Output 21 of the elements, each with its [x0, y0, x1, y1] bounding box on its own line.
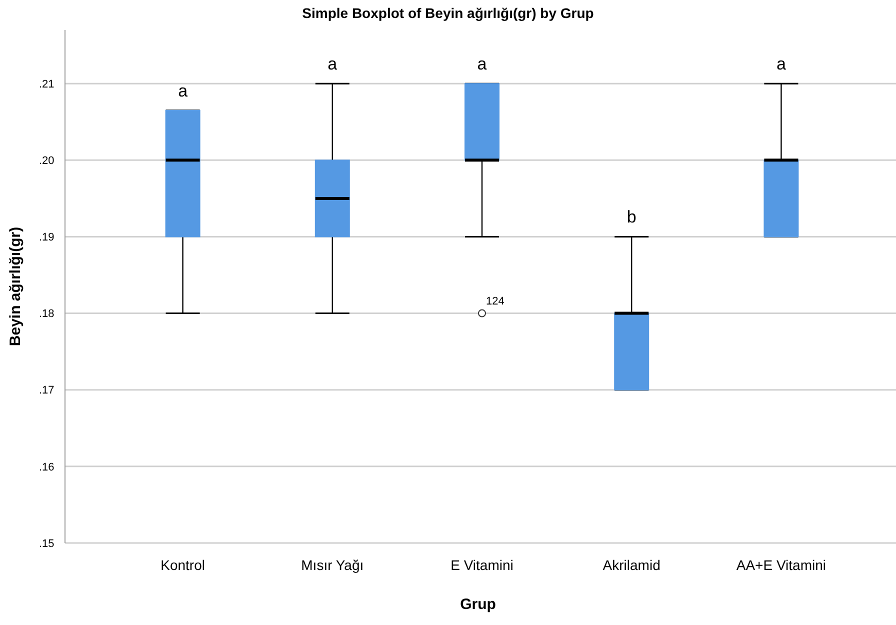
x-axis-title: Grup [460, 596, 496, 613]
y-tick-label: .16 [39, 461, 54, 474]
annotation: b [626, 208, 636, 227]
x-tick-label: Mısır Yağı [301, 557, 364, 573]
y-tick-label: .21 [39, 78, 54, 90]
y-tick-label: .20 [39, 155, 54, 168]
x-tick-label: AA+E Vitamini [736, 557, 826, 573]
y-tick-label: .17 [39, 384, 54, 397]
x-tick-label: Kontrol [160, 557, 205, 573]
x-tick-label: E Vitamini [450, 557, 514, 573]
y-axis-title: Beyin ağırlığı(gr) [7, 226, 24, 346]
x-tick-label: Akrilamid [602, 557, 660, 573]
y-tick-label: .15 [39, 538, 54, 550]
annotation: a [178, 81, 188, 100]
annotation: 124 [486, 295, 504, 308]
annotation: a [328, 54, 338, 74]
annotation: a [776, 54, 786, 74]
y-tick-label: .19 [39, 232, 54, 244]
annotation: a [477, 54, 488, 74]
y-tick-label: .18 [39, 308, 54, 320]
chart-title: Simple Boxplot of Beyin ağırlığı(gr) by Grup [302, 5, 594, 21]
